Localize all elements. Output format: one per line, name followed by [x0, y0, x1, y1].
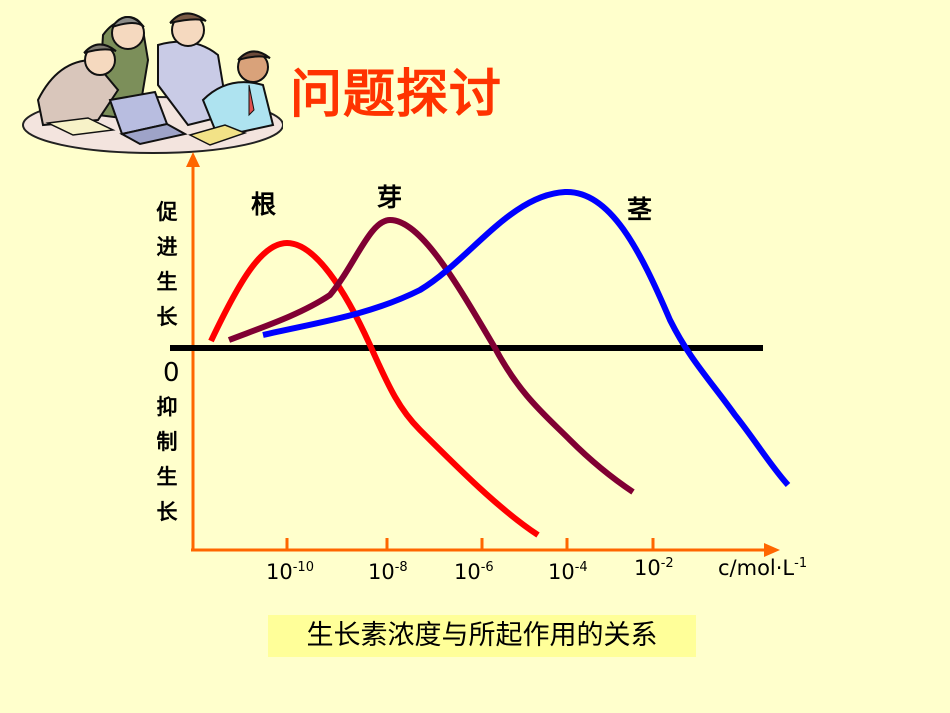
- x-tick-label: 10-2: [634, 556, 674, 580]
- stem-label: 茎: [627, 195, 653, 224]
- root-label: 根: [251, 190, 277, 219]
- y-label-char: 生: [156, 465, 178, 489]
- x-axis-arrow-icon: [764, 543, 780, 557]
- x-axis-unit-label: c/mol·L-1: [718, 556, 808, 580]
- x-axis-ticks: [285, 538, 655, 550]
- y-label-char: 促: [156, 200, 178, 224]
- y-label-char: 生: [156, 270, 178, 294]
- y-label-char: 长: [156, 305, 178, 329]
- y-label-char: 长: [156, 500, 178, 524]
- x-tick-label: 10-4: [548, 560, 588, 584]
- root-curve: [208, 239, 540, 538]
- people-meeting-clipart: [22, 12, 283, 154]
- x-tick-label: 10-10: [266, 560, 314, 584]
- chart-caption: 生长素浓度与所起作用的关系: [268, 615, 696, 657]
- y-axis-arrow-icon: [186, 152, 200, 167]
- y-label-char: 制: [156, 430, 178, 454]
- y-label-promote: 促 进 生 长: [152, 195, 182, 335]
- stem-curve: [262, 188, 791, 488]
- x-tick-label: 10-6: [454, 560, 494, 584]
- y-label-inhibit: 抑 制 生 长: [152, 390, 182, 530]
- x-tick-label: 10-8: [368, 560, 408, 584]
- y-label-char: 抑: [156, 395, 178, 419]
- y-label-char: 进: [156, 235, 178, 259]
- slide-title: 问题探讨: [290, 65, 503, 125]
- y-zero-label: 0: [163, 358, 180, 388]
- bud-label: 芽: [377, 183, 403, 212]
- bud-curve: [227, 216, 635, 495]
